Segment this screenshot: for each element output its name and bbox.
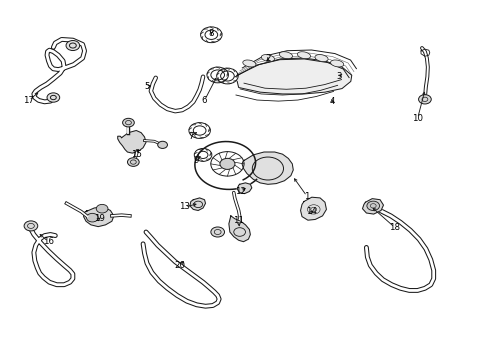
Text: 19: 19 (94, 214, 104, 223)
Ellipse shape (297, 52, 310, 59)
Circle shape (122, 118, 134, 127)
Circle shape (418, 95, 430, 104)
Polygon shape (242, 152, 293, 184)
Circle shape (86, 213, 98, 222)
Text: 5: 5 (144, 82, 149, 91)
Ellipse shape (314, 55, 327, 62)
Polygon shape (237, 183, 251, 194)
Text: 3: 3 (336, 72, 342, 81)
Text: 9: 9 (193, 156, 198, 165)
Text: 2: 2 (264, 54, 270, 63)
Polygon shape (228, 216, 250, 242)
Text: 8: 8 (208, 29, 214, 38)
Circle shape (47, 93, 60, 102)
Circle shape (366, 201, 379, 211)
Text: 17: 17 (23, 96, 35, 105)
Polygon shape (300, 197, 326, 220)
Text: 11: 11 (233, 216, 244, 225)
Ellipse shape (330, 60, 343, 67)
Polygon shape (362, 199, 383, 214)
Polygon shape (83, 207, 114, 226)
Text: 14: 14 (305, 207, 317, 216)
Circle shape (96, 204, 108, 213)
Circle shape (66, 41, 80, 50)
Circle shape (24, 221, 38, 231)
Ellipse shape (242, 60, 255, 67)
Text: 20: 20 (174, 261, 185, 270)
Text: 6: 6 (202, 96, 207, 105)
Text: 7: 7 (188, 132, 193, 141)
Ellipse shape (279, 52, 292, 59)
Polygon shape (189, 198, 205, 211)
Text: 15: 15 (130, 150, 142, 159)
Text: 13: 13 (179, 202, 190, 211)
Text: 1: 1 (304, 192, 309, 201)
Text: 18: 18 (388, 223, 399, 232)
Text: 16: 16 (43, 237, 54, 246)
Circle shape (127, 158, 139, 166)
Text: 10: 10 (411, 114, 422, 123)
Text: 4: 4 (329, 96, 334, 105)
Ellipse shape (261, 55, 274, 62)
Polygon shape (237, 58, 351, 94)
Text: 12: 12 (235, 187, 245, 196)
Polygon shape (118, 131, 146, 153)
Circle shape (220, 158, 234, 170)
Circle shape (210, 227, 224, 237)
Circle shape (158, 141, 167, 148)
